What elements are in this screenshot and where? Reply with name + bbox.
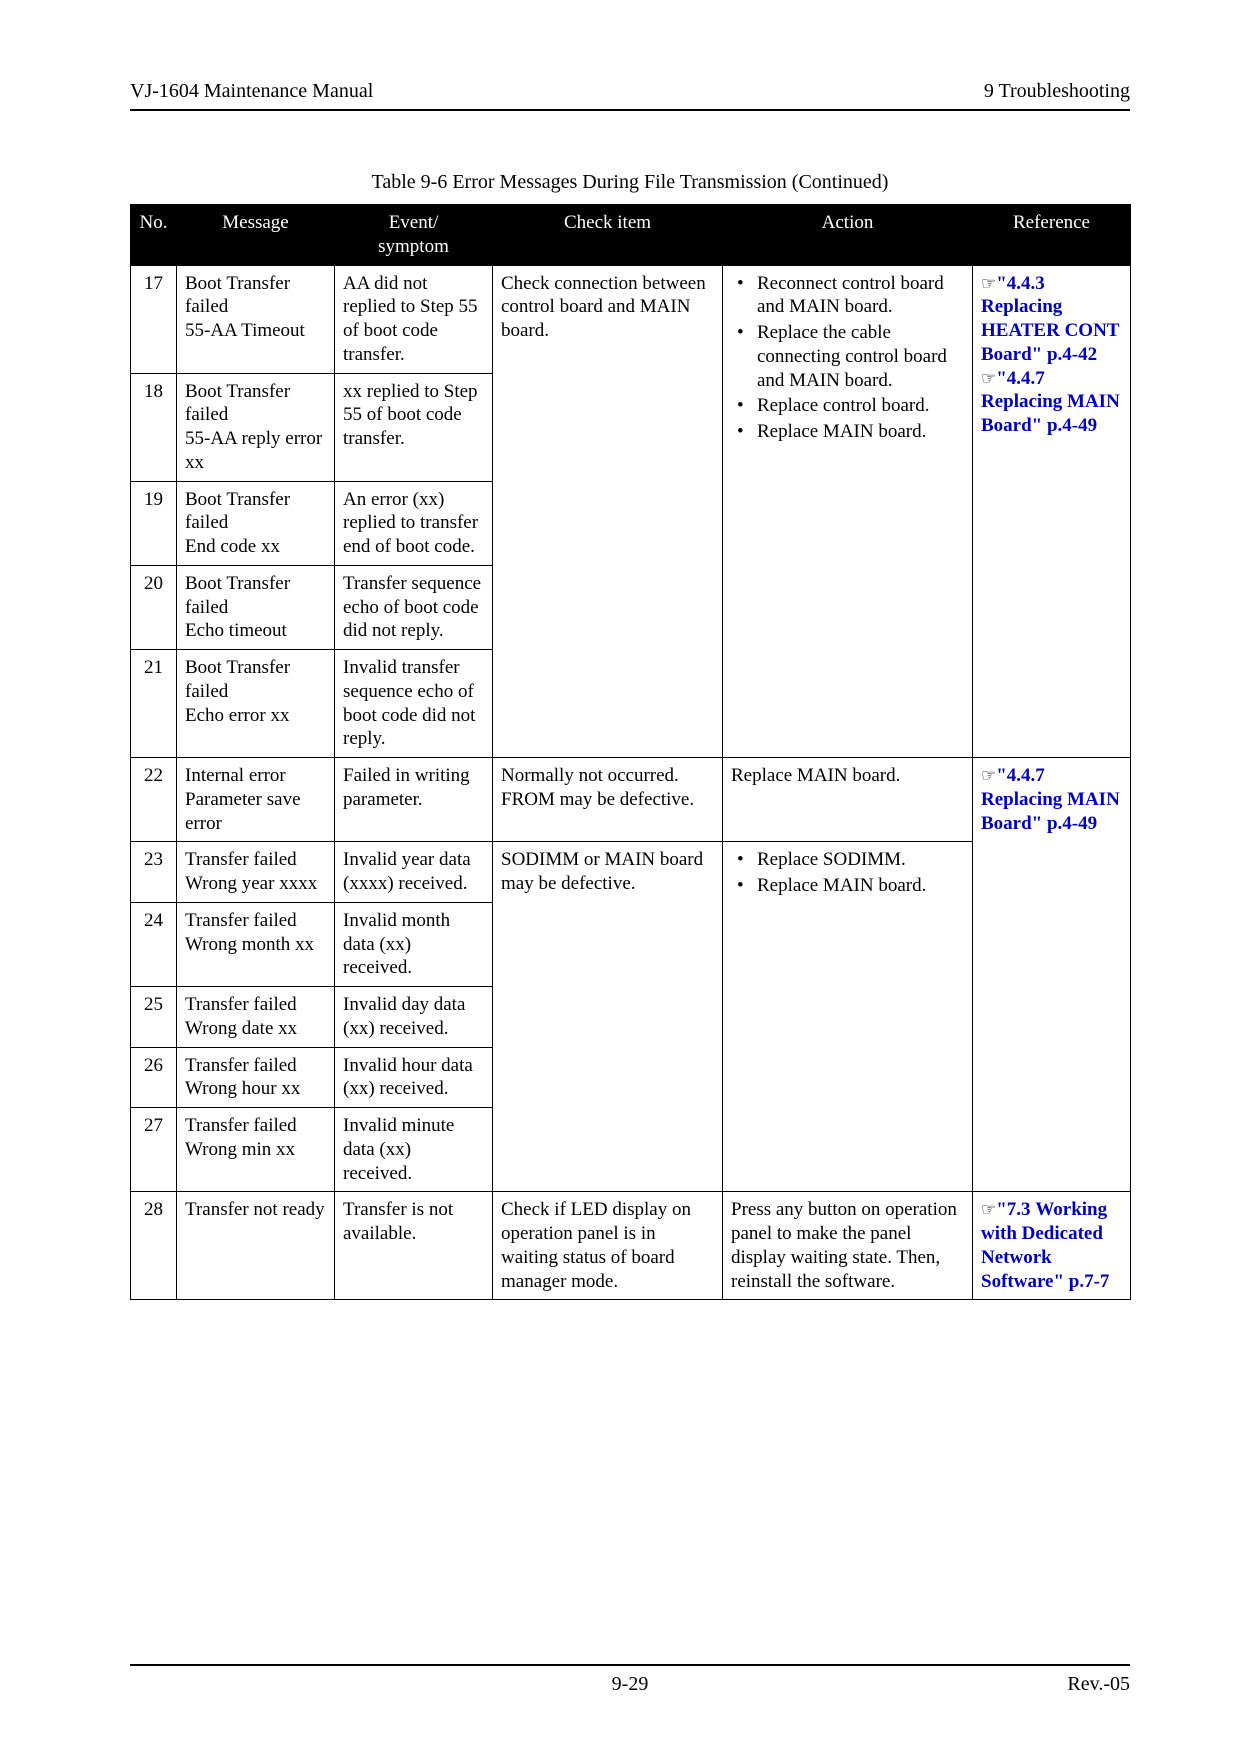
cell-evt: xx replied to Step 55 of boot code trans… bbox=[335, 373, 493, 481]
pointer-icon: ☞ bbox=[981, 274, 996, 293]
action-item: Replace control board. bbox=[731, 394, 964, 418]
cell-evt: An error (xx) replied to transfer end of… bbox=[335, 481, 493, 565]
cell-ref-28: ☞"7.3 Working with Dedicated Network Sof… bbox=[973, 1192, 1131, 1300]
cell-no: 20 bbox=[131, 565, 177, 649]
action-item: Replace the cable connecting control boa… bbox=[731, 321, 964, 392]
error-table: No. Message Event/symptom Check item Act… bbox=[130, 204, 1131, 1300]
header-right: 9 Troubleshooting bbox=[984, 80, 1130, 103]
ref-page: p.4-49 bbox=[1042, 415, 1097, 436]
cell-evt: Failed in writing parameter. bbox=[335, 758, 493, 842]
cell-evt: Invalid day data (xx) received. bbox=[335, 987, 493, 1048]
pointer-icon: ☞ bbox=[981, 369, 996, 388]
cell-no: 18 bbox=[131, 373, 177, 481]
col-reference: Reference bbox=[973, 205, 1131, 266]
cell-msg: Boot Transfer failed 55-AA reply error x… bbox=[177, 373, 335, 481]
cell-no: 23 bbox=[131, 842, 177, 903]
action-item: Reconnect control board and MAIN board. bbox=[731, 272, 964, 320]
cell-action-28: Press any button on operation panel to m… bbox=[723, 1192, 973, 1300]
ref-link[interactable]: "4.4.7 bbox=[996, 765, 1045, 786]
action-item: Replace MAIN board. bbox=[731, 420, 964, 444]
cell-action-23-27: Replace SODIMM. Replace MAIN board. bbox=[723, 842, 973, 1192]
cell-evt: Invalid month data (xx) received. bbox=[335, 902, 493, 986]
ref-page: p.4-49 bbox=[1042, 813, 1097, 834]
cell-msg: Transfer failed Wrong hour xx bbox=[177, 1047, 335, 1108]
cell-ref-17-21: ☞"4.4.3 Replacing HEATER CONT Board" p.4… bbox=[973, 265, 1131, 758]
cell-evt: Invalid transfer sequence echo of boot c… bbox=[335, 650, 493, 758]
cell-msg: Boot Transfer failed Echo timeout bbox=[177, 565, 335, 649]
cell-msg: Internal error Parameter save error bbox=[177, 758, 335, 842]
pointer-icon: ☞ bbox=[981, 1200, 996, 1219]
table-caption: Table 9-6 Error Messages During File Tra… bbox=[130, 171, 1130, 194]
ref-page: p.7-7 bbox=[1069, 1271, 1110, 1292]
cell-no: 21 bbox=[131, 650, 177, 758]
ref-link[interactable]: "4.4.3 bbox=[996, 273, 1045, 294]
cell-no: 28 bbox=[131, 1192, 177, 1300]
table-header-row: No. Message Event/symptom Check item Act… bbox=[131, 205, 1131, 266]
ref-page: p.4-42 bbox=[1042, 344, 1097, 365]
page-header: VJ-1604 Maintenance Manual 9 Troubleshoo… bbox=[130, 80, 1130, 103]
cell-msg: Boot Transfer failed Echo error xx bbox=[177, 650, 335, 758]
col-action: Action bbox=[723, 205, 973, 266]
cell-no: 24 bbox=[131, 902, 177, 986]
cell-no: 25 bbox=[131, 987, 177, 1048]
cell-no: 26 bbox=[131, 1047, 177, 1108]
cell-msg: Boot Transfer failed 55-AA Timeout bbox=[177, 265, 335, 373]
page-footer: 9-29 Rev.-05 bbox=[130, 1673, 1130, 1696]
table-row: 17 Boot Transfer failed 55-AA Timeout AA… bbox=[131, 265, 1131, 373]
col-event: Event/symptom bbox=[335, 205, 493, 266]
cell-evt: AA did not replied to Step 55 of boot co… bbox=[335, 265, 493, 373]
ref-link[interactable]: "4.4.7 bbox=[996, 368, 1045, 389]
header-left: VJ-1604 Maintenance Manual bbox=[130, 80, 373, 103]
col-checkitem: Check item bbox=[493, 205, 723, 266]
cell-ref-22-27: ☞"4.4.7 Replacing MAIN Board" p.4-49 bbox=[973, 758, 1131, 1192]
cell-evt: Invalid year data (xxxx) received. bbox=[335, 842, 493, 903]
table-row: 28 Transfer not ready Transfer is not av… bbox=[131, 1192, 1131, 1300]
cell-check-28: Check if LED display on operation panel … bbox=[493, 1192, 723, 1300]
ref-link[interactable]: "7.3 bbox=[996, 1199, 1030, 1220]
pointer-icon: ☞ bbox=[981, 766, 996, 785]
cell-msg: Boot Transfer failed End code xx bbox=[177, 481, 335, 565]
cell-evt: Invalid minute data (xx) received. bbox=[335, 1108, 493, 1192]
cell-check-22: Normally not occurred. FROM may be defec… bbox=[493, 758, 723, 842]
table-row: 22 Internal error Parameter save error F… bbox=[131, 758, 1131, 842]
col-no: No. bbox=[131, 205, 177, 266]
col-message: Message bbox=[177, 205, 335, 266]
cell-msg: Transfer not ready bbox=[177, 1192, 335, 1300]
cell-evt: Invalid hour data (xx) received. bbox=[335, 1047, 493, 1108]
footer-rule bbox=[130, 1664, 1130, 1666]
cell-msg: Transfer failed Wrong date xx bbox=[177, 987, 335, 1048]
cell-msg: Transfer failed Wrong month xx bbox=[177, 902, 335, 986]
cell-no: 19 bbox=[131, 481, 177, 565]
cell-check-23-27: SODIMM or MAIN board may be defective. bbox=[493, 842, 723, 1192]
cell-msg: Transfer failed Wrong min xx bbox=[177, 1108, 335, 1192]
cell-check-17-21: Check connection between control board a… bbox=[493, 265, 723, 758]
action-item: Replace SODIMM. bbox=[731, 848, 964, 872]
action-item: Replace MAIN board. bbox=[731, 874, 964, 898]
cell-no: 22 bbox=[131, 758, 177, 842]
cell-action-22: Replace MAIN board. bbox=[723, 758, 973, 842]
cell-no: 27 bbox=[131, 1108, 177, 1192]
cell-evt: Transfer sequence echo of boot code did … bbox=[335, 565, 493, 649]
header-rule bbox=[130, 109, 1130, 111]
footer-page: 9-29 bbox=[130, 1673, 1130, 1696]
cell-no: 17 bbox=[131, 265, 177, 373]
cell-msg: Transfer failed Wrong year xxxx bbox=[177, 842, 335, 903]
cell-action-17-21: Reconnect control board and MAIN board. … bbox=[723, 265, 973, 758]
cell-evt: Transfer is not available. bbox=[335, 1192, 493, 1300]
